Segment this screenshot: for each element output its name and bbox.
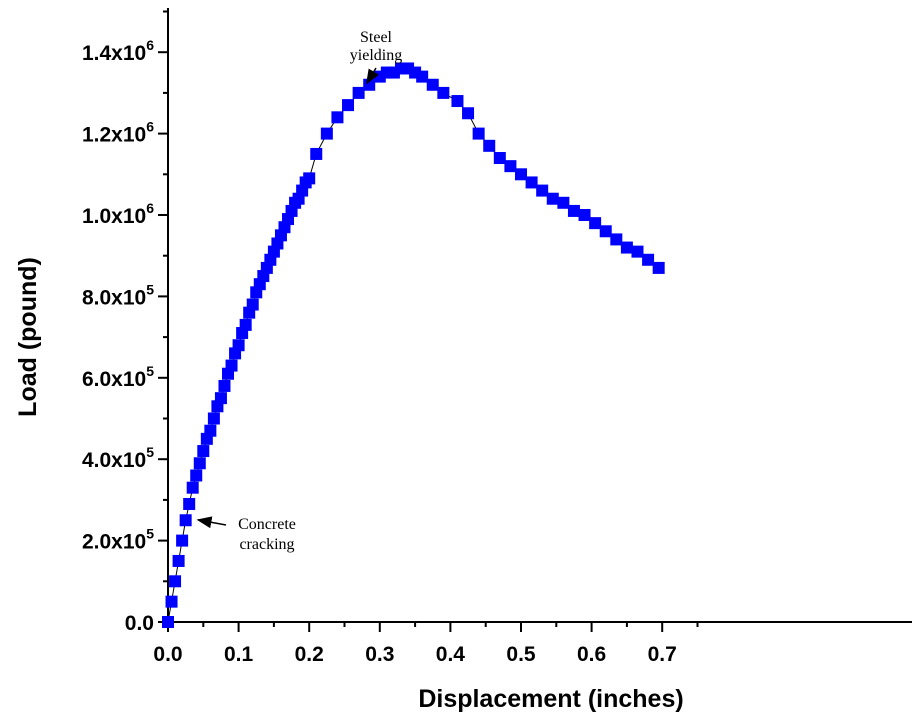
- data-point: [402, 62, 415, 75]
- data-point: [183, 497, 196, 510]
- plot-frame: [167, 8, 912, 623]
- data-point: [190, 469, 203, 482]
- data-point: [239, 318, 252, 331]
- data-point: [176, 534, 189, 547]
- data-point: [546, 192, 559, 205]
- data-point: [218, 379, 231, 392]
- annotation-text: cracking: [239, 536, 294, 553]
- x-axis-ticks: 0.0 0.1 0.2 0.3 0.4 0.5 0.6 0.7: [153, 622, 699, 666]
- y-tick-label: 2.0x105: [82, 526, 154, 554]
- data-point: [472, 127, 485, 140]
- data-point: [232, 339, 245, 352]
- data-point: [172, 554, 185, 567]
- data-point: [394, 62, 407, 75]
- data-point: [197, 445, 210, 458]
- data-point: [320, 127, 333, 140]
- x-axis-title: Displacement (inches): [418, 685, 683, 713]
- annotation-arrow: [196, 516, 227, 529]
- data-point: [225, 359, 238, 372]
- data-point: [493, 152, 506, 165]
- annotation-arrow: [366, 67, 379, 85]
- data-point: [342, 99, 355, 112]
- x-tick-label: 0.0: [153, 643, 182, 666]
- x-tick-label: 0.6: [577, 643, 606, 666]
- data-point: [483, 139, 496, 152]
- x-tick-label: 0.7: [648, 643, 677, 666]
- data-point: [303, 172, 316, 185]
- data-point: [620, 241, 633, 254]
- x-tick-label: 0.1: [224, 643, 254, 666]
- data-point: [246, 298, 259, 311]
- y-tick-label: 0.0: [125, 612, 154, 635]
- data-point: [331, 111, 344, 124]
- data-point: [416, 70, 429, 83]
- data-point: [165, 595, 178, 608]
- data-point: [437, 86, 450, 99]
- data-point: [214, 392, 227, 405]
- data-point: [451, 95, 464, 108]
- annotation: Concrete cracking: [196, 516, 296, 553]
- data-point: [610, 233, 623, 246]
- data-point: [462, 107, 475, 120]
- annotation-text: Concrete: [238, 516, 296, 533]
- data-point: [557, 196, 570, 209]
- y-tick-label: 1.0x106: [82, 200, 154, 228]
- y-axis-title: Load (pound): [14, 257, 42, 417]
- data-point: [525, 176, 538, 189]
- x-tick-label: 0.5: [506, 643, 536, 666]
- data-point: [589, 217, 602, 230]
- data-point: [193, 457, 206, 470]
- data-point: [567, 204, 580, 217]
- data-point: [515, 168, 527, 181]
- data-point: [162, 616, 174, 628]
- y-axis-ticks: 0.0 2.0x105 4.0x105 6.0x105 8.0x105 1.0x106 1.…: [82, 10, 168, 635]
- x-tick-label: 0.3: [365, 643, 394, 666]
- data-point: [352, 86, 365, 99]
- data-point: [179, 514, 192, 527]
- y-tick-label: 1.2x106: [82, 119, 154, 147]
- data-point: [599, 225, 612, 238]
- data-point: [652, 261, 665, 274]
- x-tick-label: 0.2: [295, 643, 324, 666]
- annotation-text: Steel: [360, 29, 393, 46]
- annotation-text: yielding: [350, 47, 402, 64]
- y-tick-label: 6.0x105: [82, 363, 154, 391]
- series-points: [162, 62, 665, 628]
- data-point: [169, 575, 182, 588]
- data-point: [310, 147, 323, 160]
- x-tick-label: 0.4: [436, 643, 466, 666]
- data-point: [207, 412, 220, 425]
- y-tick-label: 8.0x105: [82, 281, 154, 309]
- data-point: [186, 481, 199, 494]
- data-point: [204, 424, 217, 437]
- y-tick-label: 1.4x106: [82, 37, 154, 65]
- data-point: [426, 78, 439, 91]
- y-tick-label: 4.0x105: [82, 444, 154, 472]
- data-point: [504, 160, 517, 173]
- data-point: [536, 184, 549, 197]
- data-point: [631, 245, 644, 258]
- data-point: [578, 209, 591, 221]
- data-point: [642, 253, 655, 266]
